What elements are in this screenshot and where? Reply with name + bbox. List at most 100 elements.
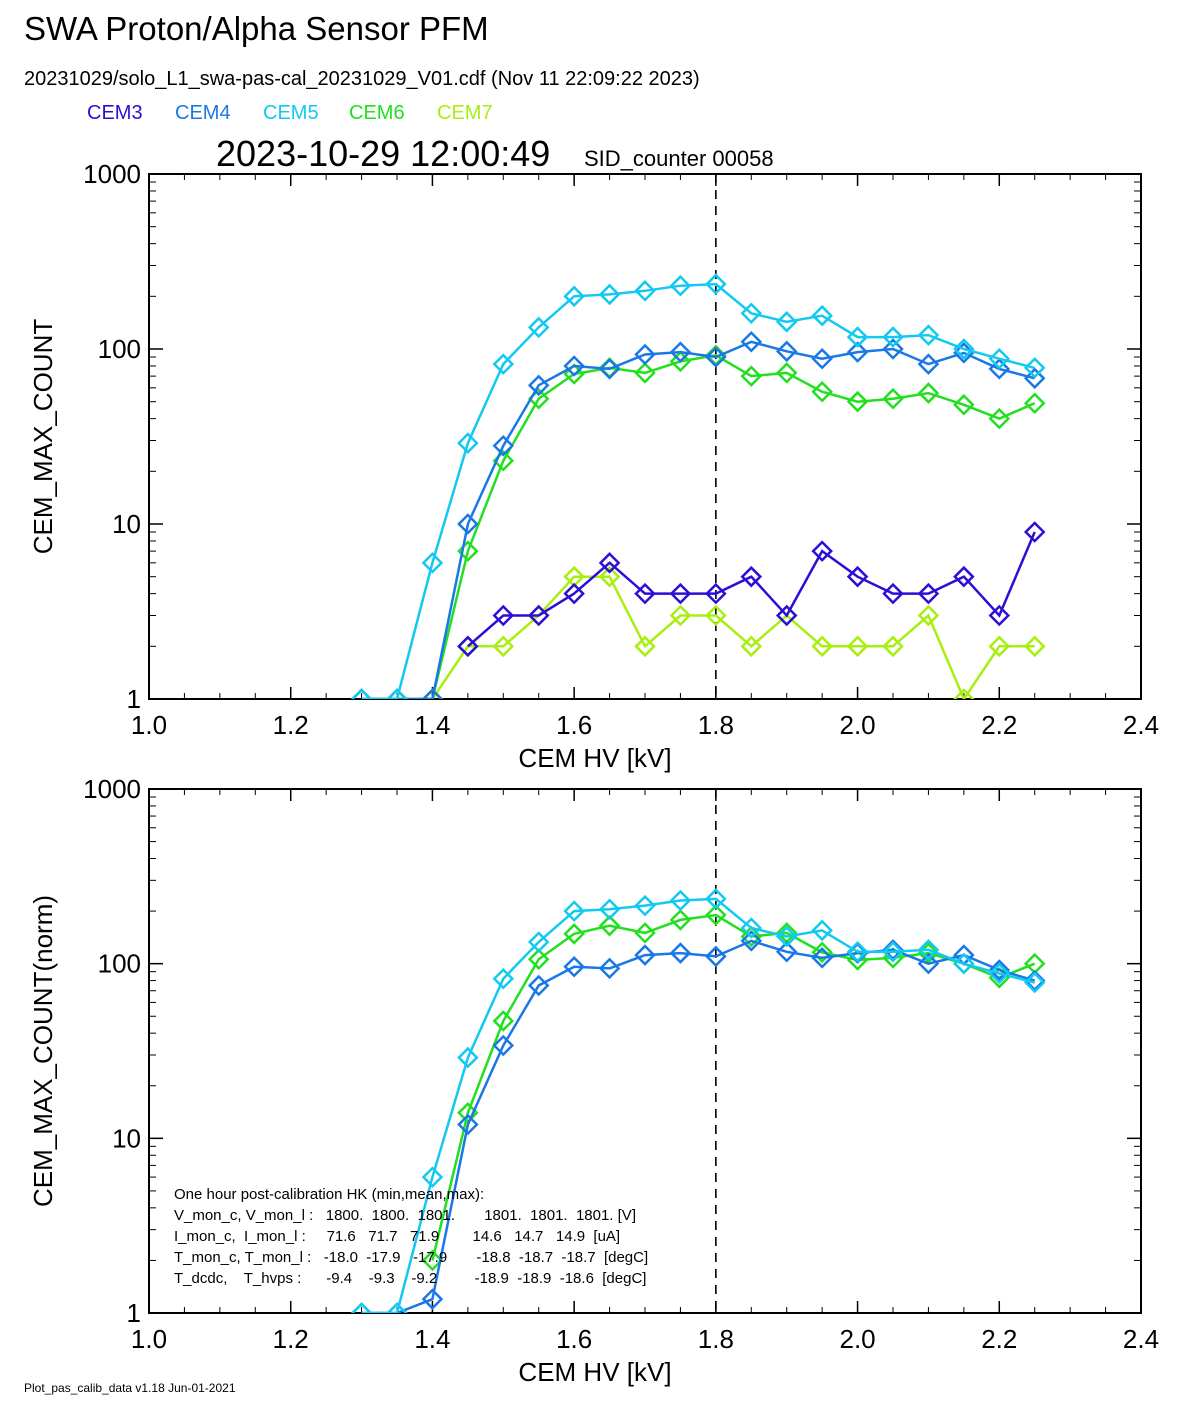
figure-title: SWA Proton/Alpha Sensor PFM bbox=[24, 10, 489, 47]
y-tick-label: 1 bbox=[127, 1298, 141, 1328]
data-point-cem5 bbox=[740, 302, 763, 325]
data-point-cem7 bbox=[882, 635, 904, 658]
data-point-cem5 bbox=[457, 432, 479, 454]
footer-version: Plot_pas_calib_data v1.18 Jun-01-2021 bbox=[24, 1381, 236, 1395]
x-tick-label: 2.2 bbox=[981, 710, 1017, 740]
x-tick-label: 1.2 bbox=[273, 1324, 309, 1354]
data-point-cem5 bbox=[492, 353, 515, 375]
data-point-cem4 bbox=[882, 338, 904, 360]
data-point-cem4 bbox=[421, 1288, 444, 1310]
data-point-cem4 bbox=[917, 952, 940, 975]
data-point-cem5 bbox=[775, 925, 798, 948]
data-point-cem5 bbox=[598, 898, 621, 920]
series-line-cem7 bbox=[361, 575, 1035, 699]
data-point-cem4 bbox=[705, 945, 727, 968]
data-point-cem5 bbox=[527, 931, 550, 953]
data-point-cem3 bbox=[917, 582, 940, 605]
data-point-cem3 bbox=[740, 565, 763, 588]
data-point-cem7 bbox=[1023, 635, 1046, 658]
y-axis-label: CEM_MAX_COUNT(norm) bbox=[28, 895, 58, 1207]
data-point-cem5 bbox=[634, 894, 656, 917]
data-point-cem3 bbox=[705, 582, 727, 605]
x-tick-label: 1.2 bbox=[273, 710, 309, 740]
data-point-cem5 bbox=[1023, 357, 1046, 379]
data-point-cem6 bbox=[740, 365, 763, 387]
x-tick-label: 2.4 bbox=[1123, 710, 1159, 740]
data-point-cem7 bbox=[598, 565, 621, 588]
data-point-cem4 bbox=[988, 358, 1011, 380]
data-point-cem7 bbox=[492, 635, 515, 658]
legend-cem3: CEM3 bbox=[87, 102, 143, 124]
data-point-cem6 bbox=[953, 394, 975, 416]
data-point-cem5 bbox=[953, 338, 975, 360]
data-point-cem4 bbox=[634, 944, 656, 966]
data-point-cem5 bbox=[563, 900, 585, 922]
data-point-cem4 bbox=[775, 340, 798, 363]
data-point-cem6 bbox=[811, 941, 833, 964]
data-point-cem3 bbox=[1023, 521, 1046, 543]
hk-line-3: T_mon_c, T_mon_l : -18.0 -17.9 -17.9 -18… bbox=[174, 1249, 648, 1266]
data-point-cem6 bbox=[917, 382, 940, 404]
data-point-cem3 bbox=[457, 635, 479, 658]
y-tick-label: 1 bbox=[127, 684, 141, 714]
data-point-cem5 bbox=[988, 347, 1011, 370]
x-tick-label: 2.0 bbox=[839, 710, 875, 740]
y-tick-label: 10 bbox=[112, 509, 141, 539]
y-tick-label: 1000 bbox=[83, 774, 141, 804]
data-point-cem4 bbox=[740, 330, 763, 353]
data-point-cem5 bbox=[1023, 971, 1046, 994]
data-point-cem4 bbox=[457, 1113, 479, 1136]
data-point-cem4 bbox=[811, 947, 833, 969]
data-point-cem6 bbox=[634, 922, 656, 944]
data-point-cem6 bbox=[1023, 392, 1046, 414]
data-point-cem7 bbox=[988, 635, 1011, 658]
data-point-cem5 bbox=[563, 285, 585, 308]
data-point-cem3 bbox=[598, 552, 621, 574]
data-point-cem5 bbox=[917, 939, 940, 961]
series-line-cem6 bbox=[361, 353, 1036, 699]
data-point-cem3 bbox=[811, 540, 833, 562]
file-info: 20231029/solo_L1_swa-pas-cal_20231029_V0… bbox=[24, 68, 700, 90]
data-point-cem7 bbox=[846, 635, 869, 658]
data-point-cem4 bbox=[988, 959, 1011, 981]
data-point-cem4 bbox=[917, 353, 940, 375]
data-point-cem3 bbox=[846, 565, 869, 588]
data-point-cem4 bbox=[527, 974, 550, 997]
data-point-cem6 bbox=[634, 362, 656, 384]
data-point-cem5 bbox=[705, 273, 727, 295]
data-point-cem5 bbox=[917, 324, 940, 346]
legend-cem5: CEM5 bbox=[263, 102, 319, 124]
data-point-cem3 bbox=[669, 582, 692, 605]
data-point-cem4 bbox=[882, 939, 904, 961]
data-point-cem4 bbox=[669, 942, 692, 964]
data-point-cem5 bbox=[350, 688, 373, 699]
legend-cem7: CEM7 bbox=[437, 102, 493, 124]
data-point-cem5 bbox=[669, 274, 692, 297]
data-point-cem4 bbox=[740, 930, 763, 952]
data-point-cem5 bbox=[634, 280, 656, 302]
data-point-cem6 bbox=[527, 948, 550, 971]
data-point-cem4 bbox=[705, 346, 727, 368]
data-point-cem6 bbox=[421, 1249, 444, 1272]
data-point-cem4 bbox=[669, 341, 692, 363]
hk-title: One hour post-calibration HK (min,mean,m… bbox=[174, 1186, 484, 1203]
data-point-cem5 bbox=[421, 1166, 444, 1188]
data-point-cem4 bbox=[527, 374, 550, 397]
hk-line-4: T_dcdc, T_hvps : -9.4 -9.3 -9.2 -18.9 -1… bbox=[174, 1270, 646, 1287]
x-tick-label: 2.2 bbox=[981, 1324, 1017, 1354]
x-tick-label: 1.0 bbox=[131, 1324, 167, 1354]
data-point-cem6 bbox=[563, 923, 585, 945]
data-point-cem3 bbox=[492, 604, 515, 627]
data-point-cem4 bbox=[563, 355, 585, 377]
data-point-cem4 bbox=[1023, 367, 1046, 390]
y-axis-label: CEM_MAX_COUNT bbox=[28, 319, 58, 555]
data-point-cem6 bbox=[705, 904, 727, 926]
data-point-cem4 bbox=[563, 955, 585, 978]
data-point-cem5 bbox=[386, 1302, 408, 1313]
x-axis-label: CEM HV [kV] bbox=[518, 1357, 671, 1387]
hk-summary: One hour post-calibration HK (min,mean,m… bbox=[174, 1186, 648, 1287]
x-axis-label: CEM HV [kV] bbox=[518, 743, 671, 773]
data-point-cem5 bbox=[846, 326, 869, 348]
data-point-cem4 bbox=[634, 343, 656, 366]
